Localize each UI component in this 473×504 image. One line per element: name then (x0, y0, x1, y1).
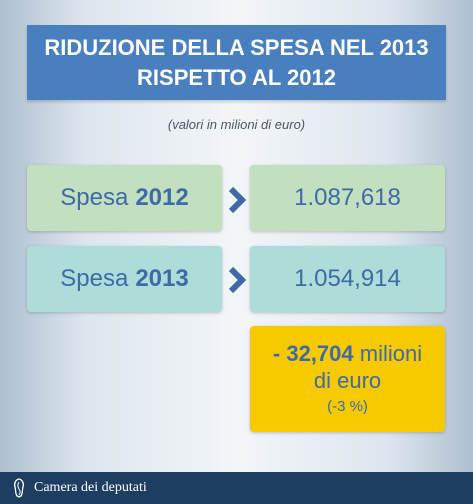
chevron-right-icon (228, 186, 247, 214)
chevron-right-icon (228, 266, 247, 294)
title-line-2: RISPETTO AL 2012 (137, 64, 336, 90)
spesa-2013-label: Spesa (60, 265, 129, 292)
reduction-amount-line: - 32,704 milioni (273, 340, 422, 367)
spesa-2012-label-box: Spesa 2012 (27, 165, 222, 231)
subtitle: (valori in milioni di euro) (167, 117, 306, 132)
reduction-percent: (-3 %) (327, 398, 368, 415)
title-banner: RIDUZIONE DELLA SPESA NEL 2013 RISPETTO … (27, 25, 446, 100)
footer-institution-name: Camera dei deputati (34, 480, 147, 495)
title-line-1: RIDUZIONE DELLA SPESA NEL 2013 (44, 34, 429, 60)
spesa-2013-value-box: 1.054,914 (250, 246, 445, 312)
spesa-2012-value: 1.087,618 (294, 184, 401, 211)
reduction-amount: - 32,704 (272, 341, 354, 366)
spending-reduction-result-box: - 32,704 milioni di euro (-3 %) (250, 326, 445, 432)
spesa-2012-year: 2012 (135, 184, 189, 211)
reduction-unit-euro: di euro (313, 368, 382, 393)
spesa-2013-value: 1.054,914 (294, 265, 401, 292)
spesa-2012-value-box: 1.087,618 (250, 165, 445, 231)
camera-dei-deputati-logo-icon (13, 478, 25, 498)
spesa-2013-year: 2013 (135, 265, 189, 292)
reduction-unit-millions: milioni (359, 341, 423, 366)
spesa-2012-label: Spesa (60, 184, 129, 211)
footer-bar: Camera dei deputati (0, 472, 473, 504)
spesa-2013-label-box: Spesa 2013 (27, 246, 222, 312)
